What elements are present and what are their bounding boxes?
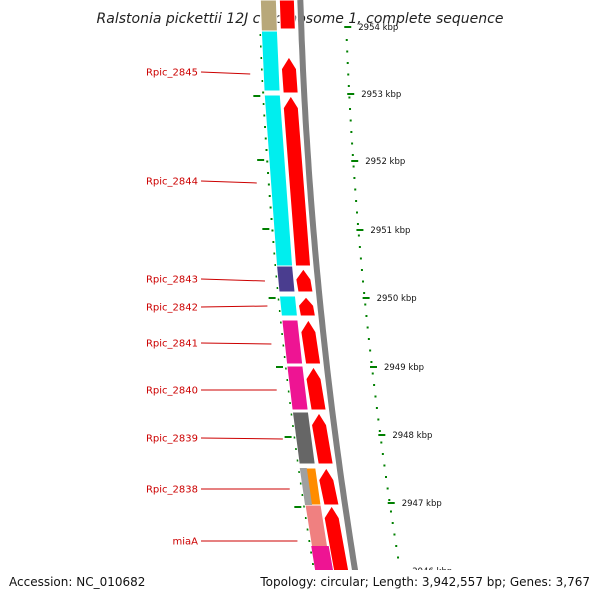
gene-leader-line — [200, 278, 265, 282]
cds-arrow — [280, 56, 299, 94]
inner-tick-ring — [253, 34, 315, 565]
cds-arrow — [282, 95, 312, 267]
gene-sliver-grey — [299, 468, 313, 505]
scale-tick-ring — [345, 39, 400, 559]
scale-label: 2953 kbp — [361, 90, 401, 100]
gene-segment-clipped — [259, 0, 278, 32]
gene-label: Rpic_2842 — [146, 303, 198, 314]
gene-color-band — [259, 0, 338, 600]
footer-background — [0, 570, 600, 600]
gene-label: Rpic_2838 — [146, 485, 198, 496]
gene-segment-rpic-2839 — [291, 411, 316, 465]
cds-arrow — [310, 412, 334, 465]
cds-arrow — [305, 366, 327, 411]
gene-leader-line — [200, 71, 251, 75]
gene-segment-rpic-2845 — [260, 30, 281, 92]
backbone-ring — [295, 0, 363, 600]
gene-label: Rpic_2840 — [146, 386, 198, 397]
scale-label: 2949 kbp — [384, 363, 424, 373]
backbone-line — [297, 0, 363, 600]
gene-label: miaA — [173, 537, 199, 548]
scale-label: 2951 kbp — [370, 226, 410, 236]
scale-labels: 2954 kbp 2953 kbp 2952 kbp 2951 kbp 2950 kbp… — [344, 23, 452, 577]
gene-segment-rpic-2841 — [281, 319, 304, 365]
gene-label: Rpic_2844 — [146, 177, 198, 188]
gene-label: Rpic_2845 — [146, 68, 198, 79]
scale-label: 2947 kbp — [402, 499, 442, 509]
gene-label: Rpic_2839 — [146, 434, 198, 445]
gene-label: Rpic_2843 — [146, 275, 198, 286]
gene-leader-line — [200, 305, 268, 308]
scale-label: 2954 kbp — [358, 23, 398, 33]
cds-arrow — [295, 268, 314, 293]
accession-text: Accession: NC_010682 — [9, 575, 145, 589]
gene-labels: Rpic_2845 Rpic_2844 Rpic_2843 Rpic_2842 Rpic… — [146, 68, 298, 548]
scale-label: 2948 kbp — [392, 431, 432, 441]
cds-arrow — [297, 296, 317, 317]
scale-label: 2950 kbp — [377, 294, 417, 304]
scale-label: 2952 kbp — [365, 157, 405, 167]
gene-segment-rpic-2843 — [276, 265, 296, 293]
gene-leader-line — [200, 342, 272, 345]
gene-label: Rpic_2841 — [146, 339, 198, 350]
topology-text: Topology: circular; Length: 3,942,557 bp… — [259, 575, 590, 589]
cds-arrow — [278, 0, 296, 30]
gene-leader-line — [200, 180, 257, 184]
backbone-highlight — [295, 0, 357, 600]
cds-arrow — [318, 467, 340, 506]
gene-segment-rpic-2840 — [286, 365, 309, 411]
gene-leader-line — [200, 437, 283, 440]
gene-segment-rpic-2842 — [278, 295, 298, 317]
cds-arrow — [300, 319, 322, 365]
